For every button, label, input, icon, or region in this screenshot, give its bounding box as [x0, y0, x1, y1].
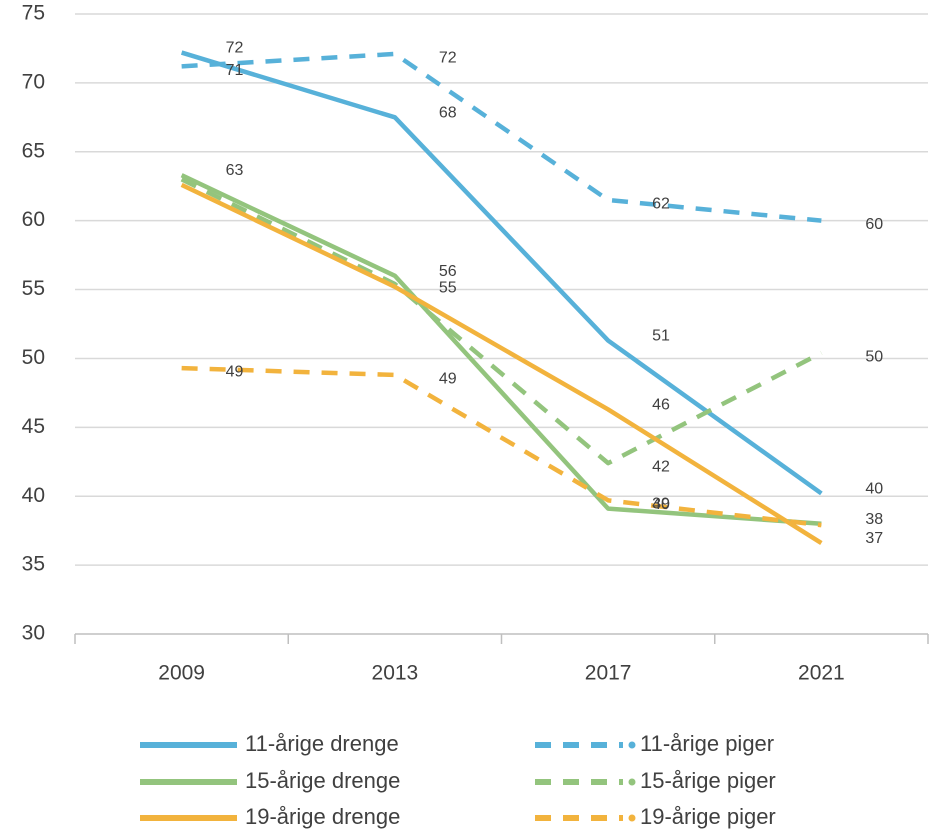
y-tick-label: 30	[22, 622, 45, 645]
series-line	[180, 50, 823, 496]
data-label: 39	[652, 496, 670, 513]
y-tick-label: 55	[22, 277, 45, 300]
legend-label: 19-årige piger	[640, 804, 776, 829]
data-label: 68	[439, 104, 457, 121]
y-tick-label: 50	[22, 346, 45, 369]
data-label: 63	[226, 162, 244, 179]
series-line	[181, 365, 822, 528]
data-label: 38	[865, 511, 883, 528]
data-label: 71	[226, 62, 244, 79]
y-tick-label: 60	[22, 208, 45, 231]
legend-swatch-dot	[628, 814, 636, 822]
data-label: 49	[226, 364, 244, 381]
data-label: 46	[652, 396, 670, 413]
x-tick-label: 2021	[798, 662, 845, 685]
data-label: 55	[439, 279, 457, 296]
series-line	[180, 177, 823, 466]
series-line	[180, 173, 822, 527]
y-tick-label: 65	[22, 139, 45, 162]
y-tick-label: 75	[22, 2, 45, 25]
data-label: 56	[439, 263, 457, 280]
data-label: 62	[652, 195, 670, 212]
data-label: 42	[652, 459, 670, 476]
series-line	[181, 51, 822, 223]
data-label: 40	[865, 480, 883, 497]
legend-swatch-dot	[628, 741, 636, 749]
x-tick-label: 2009	[158, 662, 205, 685]
data-label: 49	[439, 370, 457, 387]
x-tick-label: 2017	[585, 662, 632, 685]
y-tick-label: 70	[22, 70, 45, 93]
legend-label: 11-årige drenge	[245, 731, 399, 756]
y-tick-label: 35	[22, 553, 45, 576]
data-label: 50	[865, 348, 883, 365]
data-label: 60	[865, 216, 883, 233]
legend-label: 11-årige piger	[640, 731, 774, 756]
y-tick-label: 45	[22, 415, 45, 438]
legend-label: 19-årige drenge	[245, 804, 400, 829]
data-label: 51	[652, 328, 670, 345]
y-tick-label: 40	[22, 484, 45, 507]
data-label: 72	[226, 40, 244, 57]
x-tick-label: 2013	[372, 662, 419, 685]
series-line	[180, 182, 823, 545]
legend-label: 15-årige drenge	[245, 768, 400, 793]
data-label: 37	[865, 530, 883, 547]
data-label: 40	[652, 496, 670, 513]
legend-swatch-dot	[628, 778, 636, 786]
legend-label: 15-årige piger	[640, 768, 776, 793]
data-label: 72	[439, 49, 457, 66]
